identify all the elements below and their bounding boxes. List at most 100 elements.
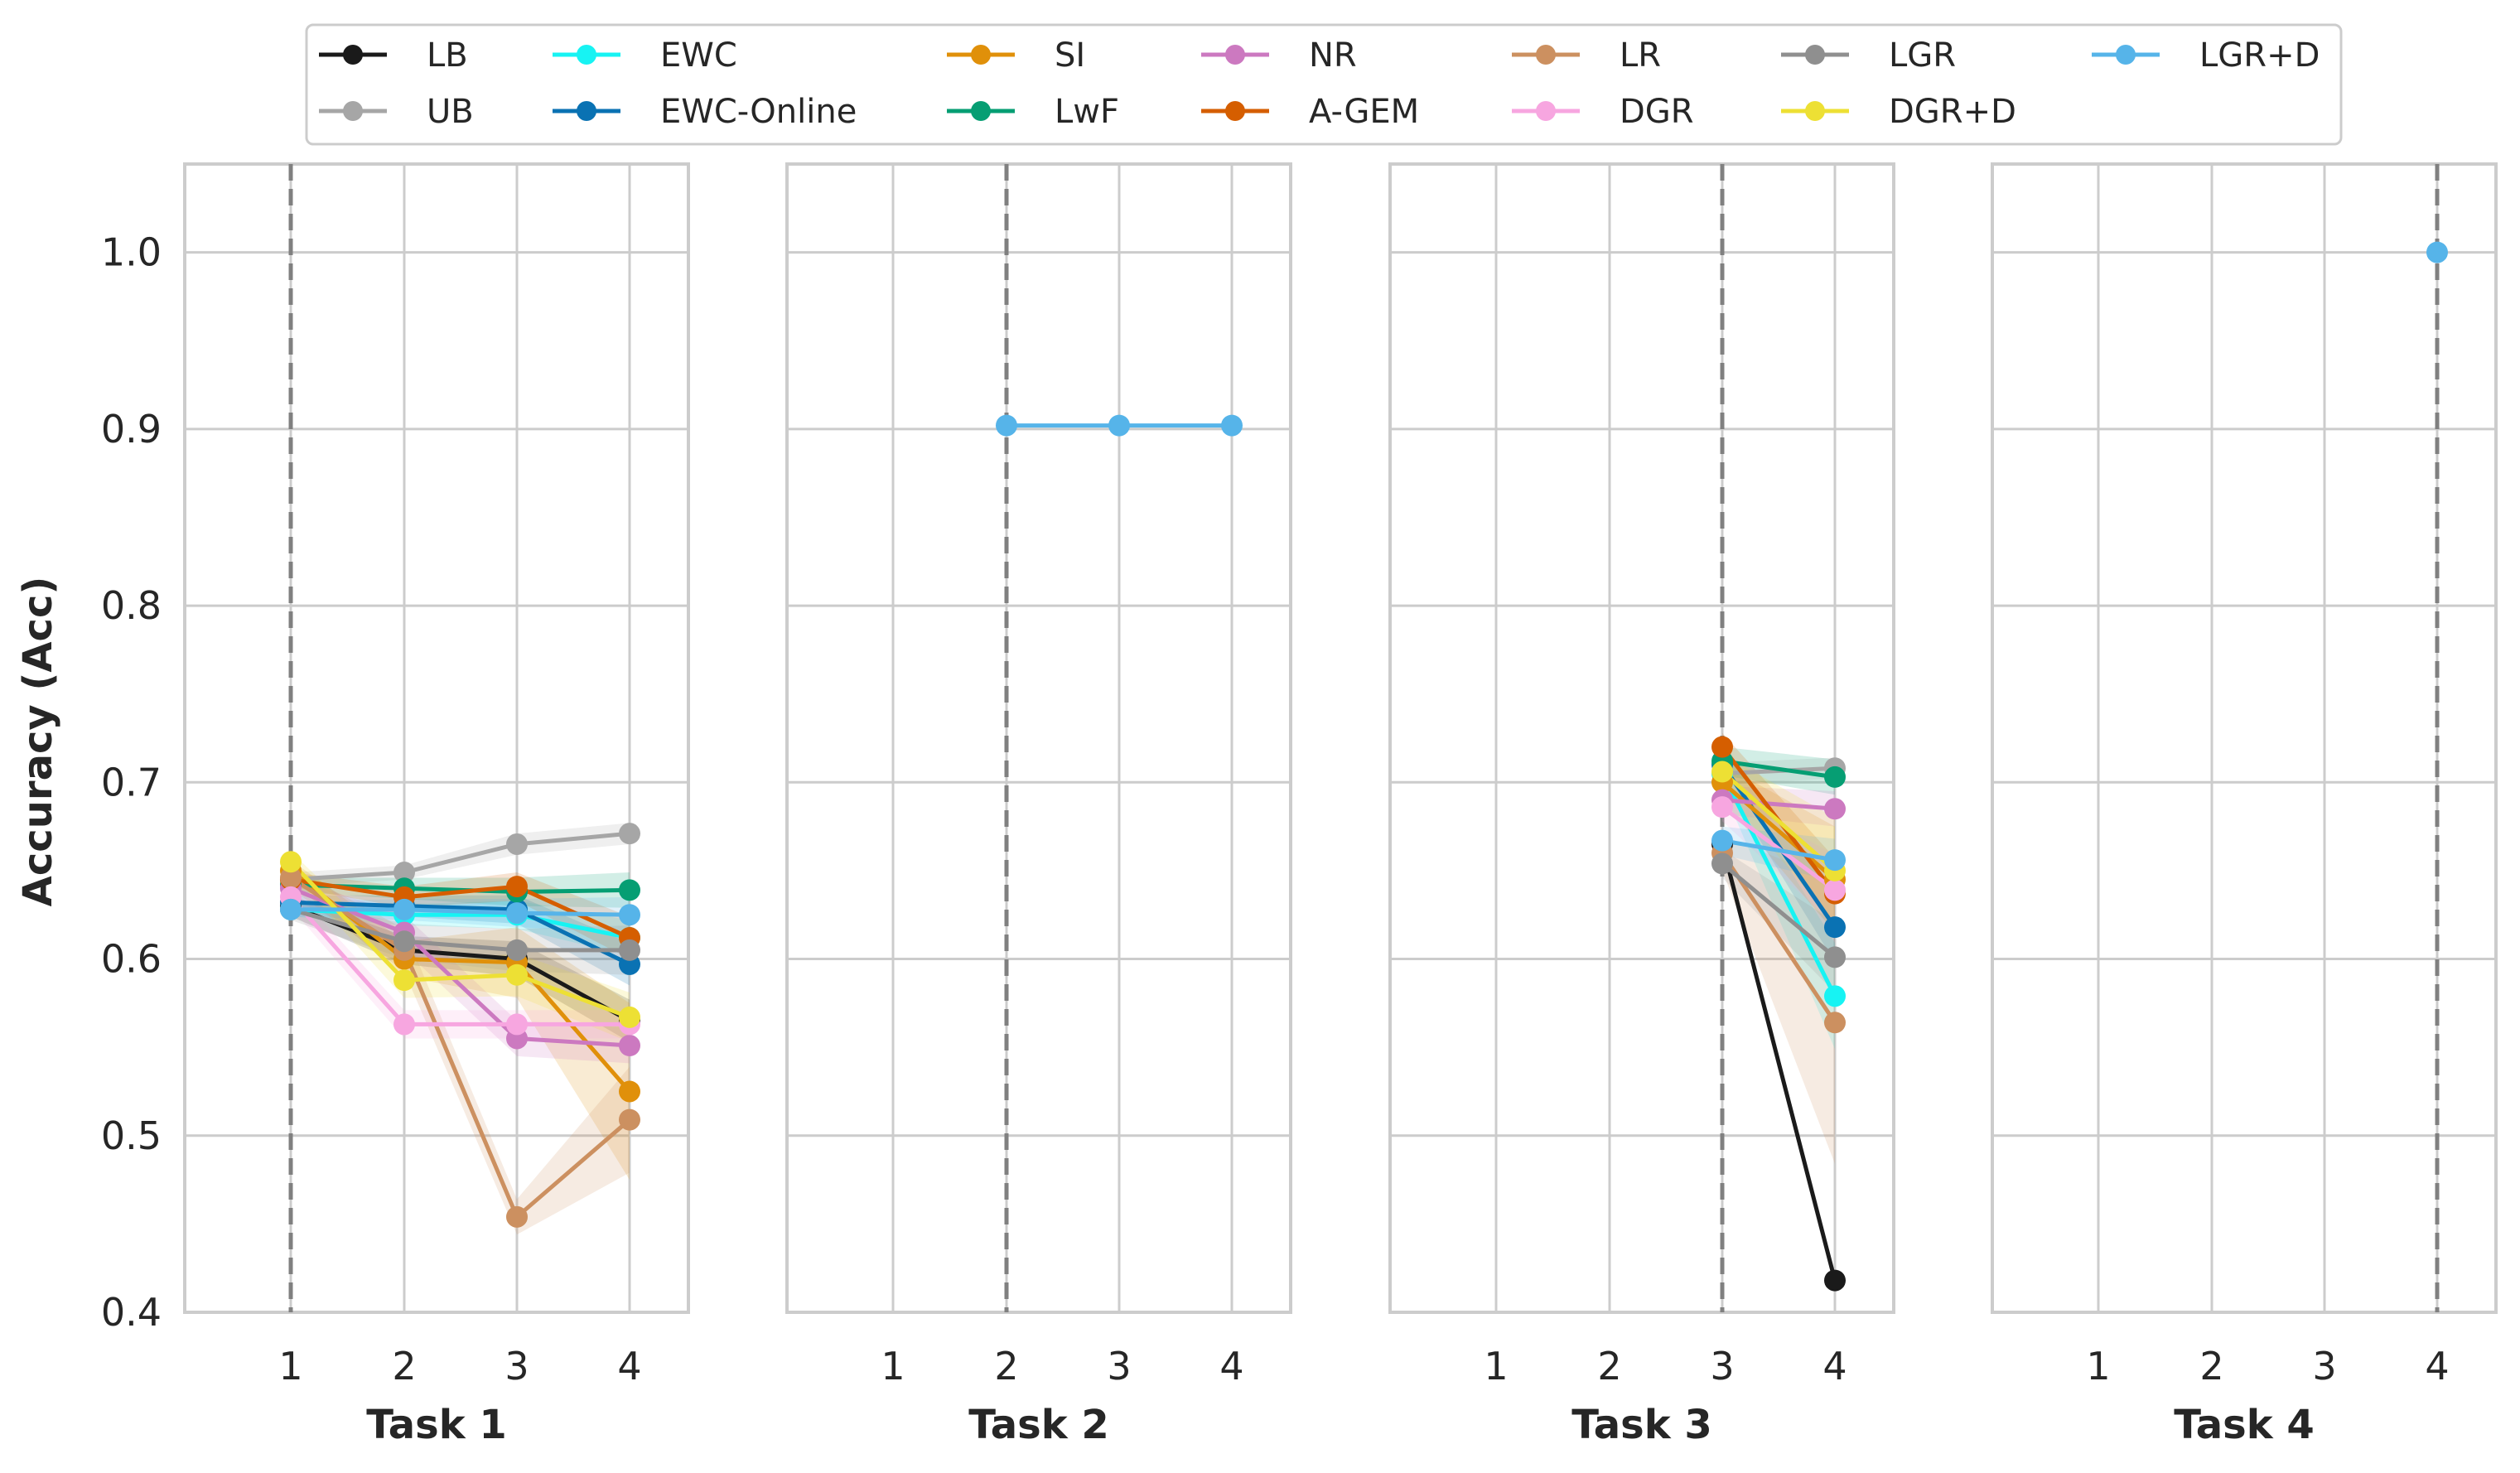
y-tick-label: 0.8 [101, 583, 162, 628]
panel-frame [785, 162, 1292, 1314]
data-point-lgr [619, 939, 640, 961]
legend-label: LR [1620, 36, 1661, 75]
legend-marker [971, 45, 991, 65]
data-point-ub [506, 833, 528, 855]
series-line-dgr-d [1721, 770, 1837, 872]
data-point-lgr-d [1221, 414, 1243, 437]
data-point-a-gem [1711, 736, 1733, 758]
data-point-lgr-d [506, 902, 528, 925]
data-point-dgr [506, 1013, 528, 1036]
band-ub [291, 823, 630, 887]
data-point-lr [506, 1205, 528, 1228]
legend-label: NR [1309, 36, 1357, 75]
data-point-ub [393, 862, 415, 884]
x-tick-label: 2 [1597, 1344, 1621, 1388]
panel-frame [1991, 162, 2498, 1314]
data-point-lwf [1824, 765, 1846, 788]
series-line-si [1721, 780, 1837, 881]
y-axis-label: Accuracy (Acc) [15, 577, 61, 907]
panel-frame [1388, 162, 1895, 1314]
data-point-dgr-d [1711, 761, 1733, 783]
series-line-lb [290, 904, 631, 1023]
x-tick-label: 4 [617, 1344, 641, 1388]
data-point-lr [280, 867, 302, 889]
x-tick-label: 4 [1219, 1344, 1243, 1388]
series-line-nr [1721, 798, 1836, 811]
x-tick-label: 1 [2086, 1344, 2110, 1388]
y-tick-label: 0.7 [101, 760, 162, 804]
series-line-lgr [1721, 862, 1837, 959]
legend-marker [1805, 101, 1825, 121]
legend-entry-si: SI [947, 36, 1085, 75]
data-point-lgr-d [1108, 414, 1130, 437]
x-tick-label: 4 [1822, 1344, 1847, 1388]
data-point-dgr [393, 1013, 415, 1036]
series-line-lgr-d [291, 907, 630, 917]
series-line-lgr [290, 907, 630, 953]
legend-entry-lwf: LwF [947, 93, 1119, 131]
legend-entry-lr: LR [1512, 36, 1661, 75]
legend-entry-lgr-d: LGR+D [2092, 36, 2320, 75]
x-tick-label: 3 [504, 1344, 529, 1388]
legend-label: LB [427, 36, 468, 75]
legend-entry-lgr: LGR [1781, 36, 1956, 75]
series-line-lb [1720, 843, 1837, 1282]
legend-marker [577, 101, 596, 121]
legend-marker [343, 101, 363, 121]
band-dgr [291, 886, 630, 1039]
x-tick-label: 3 [1107, 1344, 1131, 1388]
legend-marker [1536, 101, 1556, 121]
data-point-ub [619, 823, 640, 845]
panel-task-4: 1 2 3 4 Task 4 [1991, 162, 2498, 1448]
x-axis-label: Task 1 [366, 1402, 507, 1448]
data-point-lgr-d [619, 904, 640, 926]
data-point-lgr [506, 939, 528, 961]
data-point-lgr-d [1824, 849, 1846, 872]
x-tick-label: 1 [881, 1344, 905, 1388]
y-tick-label: 0.5 [101, 1113, 162, 1158]
x-axis-label: Task 2 [968, 1402, 1109, 1448]
data-point-a-gem [506, 876, 528, 898]
data-point-dgr-d [280, 851, 302, 873]
legend-marker [577, 45, 596, 65]
data-point-dgr-d [506, 963, 528, 986]
series-line-ewc-online [290, 900, 631, 967]
legend-label: LGR [1889, 36, 1956, 75]
legend-label: EWC [660, 36, 737, 75]
x-tick-label: 4 [2425, 1344, 2449, 1388]
x-axis-label: Task 4 [2174, 1402, 2315, 1448]
series-line-lwf [1721, 759, 1836, 780]
data-point-lb [1824, 1269, 1846, 1292]
panel-task-2: 1 2 3 4 Task 2 [785, 162, 1292, 1448]
legend-marker [1536, 45, 1556, 65]
legend-entry-ub: UB [319, 93, 474, 131]
legend-label: A-GEM [1309, 93, 1419, 131]
band-nr [291, 877, 630, 1064]
y-tick-label: 0.4 [101, 1290, 162, 1335]
data-point-lgr-d [2426, 241, 2448, 263]
legend-marker [971, 101, 991, 121]
series-line-dgr [289, 896, 630, 1026]
x-tick-label: 1 [1484, 1344, 1508, 1388]
series-line-lgr-d [1721, 838, 1836, 862]
data-point-lgr-d [393, 898, 415, 920]
x-axis-label: Task 3 [1571, 1402, 1712, 1448]
band-lgr [291, 899, 630, 975]
data-point-dgr [1824, 879, 1846, 901]
legend-label: LGR+D [2199, 36, 2320, 75]
legend-label: DGR [1620, 93, 1694, 131]
panel-frame [183, 162, 690, 1314]
legend-entry-a-gem: A-GEM [1201, 93, 1419, 131]
legend-entry-dgr-d: DGR+D [1781, 93, 2016, 131]
series-line-ewc-online [1720, 763, 1837, 929]
data-point-dgr [1711, 796, 1733, 819]
legend-label: DGR+D [1889, 93, 2016, 131]
legend: LB UB EWC EWC-Online SI LwF NR A-GEM LR DGR LGR DGR… [305, 23, 2343, 146]
y-tick-label: 0.9 [101, 407, 162, 452]
legend-label: SI [1055, 36, 1085, 75]
legend-label: EWC-Online [660, 93, 857, 131]
data-point-lr [1824, 1012, 1846, 1034]
data-point-lwf [619, 879, 640, 901]
data-point-lgr [1824, 946, 1846, 968]
data-point-ewc-online [1824, 916, 1846, 939]
